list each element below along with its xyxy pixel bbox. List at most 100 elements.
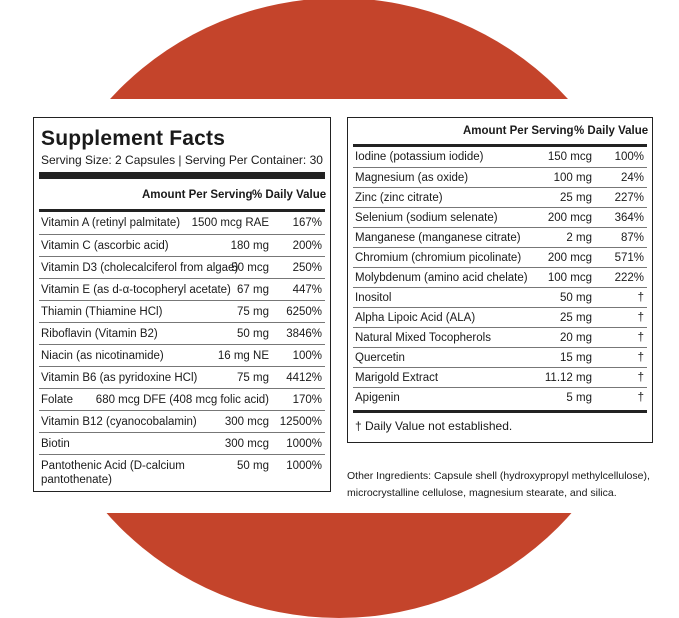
nutrient-amount: 50 mcg (231, 262, 269, 274)
nutrient-row: Folate 680 mcg DFE (408 mcg folic acid) 17… (39, 388, 325, 411)
nutrient-name: Vitamin E (as d-α-tocopheryl acetate) (41, 284, 231, 296)
nutrient-row: Chromium (chromium picolinate) 200 mcg 571… (353, 247, 647, 268)
nutrient-name: Marigold Extract (355, 372, 439, 384)
nutrient-name: Biotin (41, 438, 70, 450)
nutrient-amount: 680 mcg DFE (408 mcg folic acid) (95, 394, 269, 406)
nutrient-amount: 50 mg (237, 328, 269, 340)
header-daily-value: % Daily Value (252, 189, 327, 201)
nutrient-row: Vitamin E (as d-α-tocopheryl acetate) 67 … (39, 278, 325, 301)
nutrient-row: Quercetin 15 mg † (353, 347, 647, 368)
nutrient-row: Riboflavin (Vitamin B2) 50 mg 3846% (39, 322, 325, 345)
nutrient-name: Chromium (chromium picolinate) (355, 252, 522, 264)
nutrient-name: Apigenin (355, 392, 400, 404)
nutrient-row: Vitamin C (ascorbic acid) 180 mg 200% (39, 234, 325, 257)
nutrient-name: Riboflavin (Vitamin B2) (41, 328, 158, 340)
nutrient-name: Pantothenic Acid (D-calcium (41, 460, 185, 472)
footer-divider (353, 410, 647, 413)
header-divider (39, 209, 325, 212)
nutrient-amount: 180 mg (230, 240, 269, 252)
header-daily-value: % Daily Value (574, 125, 649, 137)
nutrient-row: Selenium (sodium selenate) 200 mcg 364% (353, 207, 647, 228)
nutrient-amount: 300 mcg (224, 438, 269, 450)
nutrient-row: Marigold Extract 11.12 mg † (353, 367, 647, 388)
nutrient-amount: 300 mcg (224, 416, 269, 428)
nutrient-row: Vitamin B12 (cyanocobalamin) 300 mcg 12500… (39, 410, 325, 433)
thick-divider (39, 172, 325, 179)
nutrient-name: Natural Mixed Tocopherols (355, 332, 491, 344)
nutrient-daily-value: 87% (620, 232, 644, 244)
nutrient-name: Selenium (sodium selenate) (355, 212, 498, 224)
nutrient-name: Inositol (355, 292, 392, 304)
nutrient-row: Niacin (as nicotinamide) 16 mg NE 100% (39, 344, 325, 367)
nutrient-daily-value: 364% (614, 212, 644, 224)
nutrient-name: Quercetin (355, 352, 405, 364)
header-divider (353, 144, 647, 147)
other-ingredients: Other Ingredients: Capsule shell (hydrox… (347, 470, 650, 499)
facts-panel-left: Supplement Facts Serving Size: 2 Capsule… (33, 117, 331, 492)
nutrient-name: Vitamin C (ascorbic acid) (41, 240, 169, 252)
header-amount: Amount Per Serving (142, 189, 253, 201)
daily-value-note: † Daily Value not established. (355, 419, 513, 433)
supplement-facts-card: Supplement Facts Serving Size: 2 Capsule… (8, 99, 671, 513)
nutrient-daily-value: † (637, 352, 644, 364)
nutrient-name: Zinc (zinc citrate) (355, 192, 443, 204)
nutrient-daily-value: 167% (292, 217, 322, 229)
nutrient-amount: 75 mg (237, 372, 269, 384)
nutrient-daily-value: 1000% (286, 460, 322, 472)
nutrient-row: Iodine (potassium iodide) 150 mcg 100% (353, 147, 647, 167)
nutrient-daily-value: 1000% (286, 438, 322, 450)
nutrient-amount: 16 mg NE (217, 350, 269, 362)
nutrient-amount: 20 mg (560, 332, 592, 344)
nutrient-row: Vitamin A (retinyl palmitate) 1500 mcg RA… (39, 212, 325, 234)
nutrient-amount: 100 mg (553, 172, 592, 184)
nutrient-daily-value: † (637, 392, 644, 404)
nutrient-amount: 25 mg (560, 312, 592, 324)
nutrient-daily-value: † (637, 292, 644, 304)
nutrient-amount: 50 mg (237, 460, 269, 472)
nutrient-amount: 25 mg (560, 192, 592, 204)
nutrient-row: Biotin 300 mcg 1000% (39, 432, 325, 455)
nutrient-amount: 100 mcg (547, 272, 592, 284)
nutrient-amount: 11.12 mg (544, 372, 592, 384)
nutrient-daily-value: 100% (614, 151, 644, 163)
nutrient-name: Magnesium (as oxide) (355, 172, 469, 184)
nutrient-daily-value: 571% (614, 252, 644, 264)
nutrient-name: Iodine (potassium iodide) (355, 151, 484, 163)
nutrient-daily-value: 3846% (286, 328, 322, 340)
nutrient-daily-value: 200% (292, 240, 322, 252)
nutrient-amount: 5 mg (566, 392, 592, 404)
nutrient-daily-value: 24% (620, 172, 644, 184)
nutrient-row: Apigenin 5 mg † (353, 387, 647, 408)
nutrient-daily-value: 222% (614, 272, 644, 284)
nutrient-daily-value: 6250% (286, 306, 322, 318)
nutrient-row: Zinc (zinc citrate) 25 mg 227% (353, 187, 647, 208)
nutrient-amount: 2 mg (566, 232, 592, 244)
nutrient-daily-value: 250% (292, 262, 322, 274)
nutrient-name: Vitamin A (retinyl palmitate) (41, 217, 181, 229)
nutrient-row: Molybdenum (amino acid chelate) 100 mcg 22… (353, 267, 647, 288)
nutrient-daily-value: † (637, 332, 644, 344)
nutrient-daily-value: 447% (292, 284, 322, 296)
nutrient-amount: 200 mcg (547, 212, 592, 224)
nutrient-name: Alpha Lipoic Acid (ALA) (355, 312, 476, 324)
nutrient-daily-value: † (637, 312, 644, 324)
nutrient-daily-value: 4412% (286, 372, 322, 384)
nutrient-row: Vitamin B6 (as pyridoxine HCl) 75 mg 4412% (39, 366, 325, 389)
nutrient-name: Manganese (manganese citrate) (355, 232, 521, 244)
nutrient-row: Alpha Lipoic Acid (ALA) 25 mg † (353, 307, 647, 328)
nutrient-row: Pantothenic Acid (D-calcium pantothenate)… (39, 454, 325, 489)
nutrient-name-line2: pantothenate) (41, 474, 112, 486)
nutrient-amount: 67 mg (237, 284, 269, 296)
nutrient-daily-value: 170% (292, 394, 322, 406)
nutrient-amount: 50 mg (560, 292, 592, 304)
nutrient-name: Thiamin (Thiamine HCl) (41, 306, 163, 318)
nutrient-row: Vitamin D3 (cholecalciferol from algae) 5… (39, 256, 325, 279)
facts-panel-right: Amount Per Serving % Daily Value Iodine … (347, 117, 653, 443)
facts-title: Supplement Facts (41, 127, 226, 150)
nutrient-row: Manganese (manganese citrate) 2 mg 87% (353, 227, 647, 248)
nutrient-amount: 1500 mcg RAE (191, 217, 269, 229)
nutrient-row: Natural Mixed Tocopherols 20 mg † (353, 327, 647, 348)
nutrient-amount: 150 mcg (547, 151, 592, 163)
serving-size: Serving Size: 2 Capsules | Serving Per C… (41, 153, 323, 167)
header-amount: Amount Per Serving (463, 125, 574, 137)
